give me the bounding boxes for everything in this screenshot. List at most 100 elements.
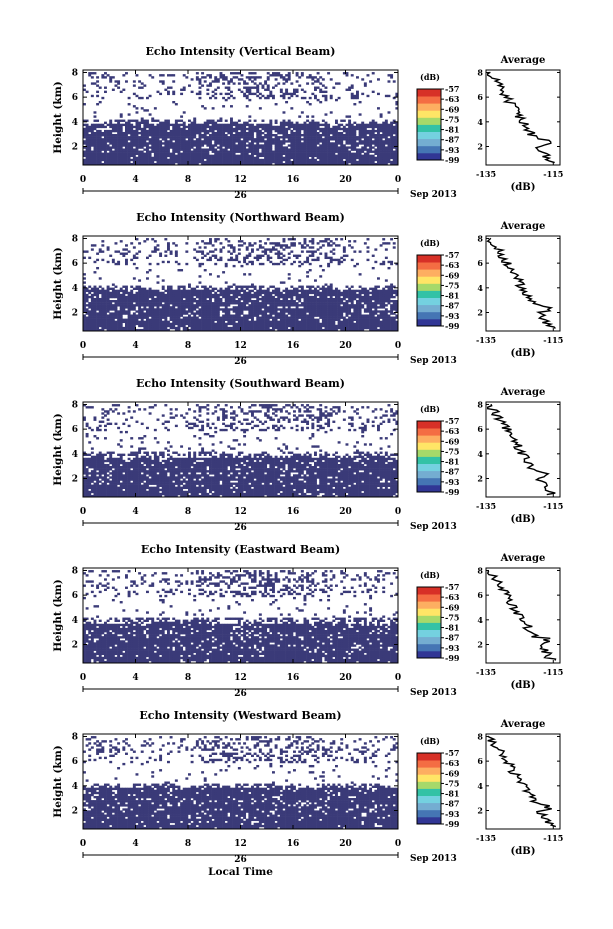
echo-cell: [135, 300, 139, 303]
echo-cell: [264, 324, 268, 328]
echo-cell: [193, 316, 197, 319]
echo-cell: [387, 80, 391, 83]
echo-cell: [300, 316, 304, 319]
echo-cell: [203, 162, 207, 166]
echo-cell: [130, 328, 134, 332]
echo-cell: [138, 86, 142, 89]
echo-cell: [279, 152, 283, 155]
echo-cell: [122, 289, 126, 293]
echo-cell: [274, 244, 278, 247]
echo-cell: [232, 162, 236, 166]
echo-cell: [295, 310, 299, 313]
echo-cell: [295, 326, 299, 330]
echo-cell: [314, 158, 317, 162]
echo-cell: [195, 76, 199, 79]
echo-cell: [125, 285, 128, 288]
echo-cell: [306, 250, 310, 253]
echo-cell: [232, 152, 236, 155]
echo-cell: [245, 297, 249, 301]
echo-cell: [90, 300, 94, 303]
echo-cell: [277, 129, 281, 133]
echo-cell: [269, 162, 273, 166]
echo-cell: [230, 285, 233, 288]
echo-cell: [169, 291, 173, 295]
echo-cell: [384, 150, 388, 153]
echo-cell: [272, 154, 275, 158]
echo-cell: [277, 293, 281, 297]
echo-cell: [83, 289, 86, 293]
echo-cell: [384, 140, 388, 143]
echo-cell: [314, 293, 317, 297]
echo-cell: [130, 300, 134, 303]
echo-cell: [148, 154, 152, 158]
echo-cell: [101, 154, 105, 158]
echo-cell: [321, 320, 325, 324]
echo-cell: [293, 242, 296, 245]
echo-cell: [182, 291, 186, 295]
echo-cell: [371, 134, 375, 137]
echo-cell: [353, 154, 357, 158]
echo-cell: [209, 293, 212, 297]
echo-cell: [350, 146, 354, 149]
echo-cell: [122, 150, 126, 153]
echo-cell: [248, 119, 252, 122]
echo-cell: [272, 295, 275, 299]
echo-cell: [251, 144, 254, 147]
echo-cell: [198, 125, 202, 129]
echo-cell: [237, 88, 241, 91]
echo-cell: [237, 285, 241, 288]
echo-cell: [130, 293, 134, 297]
echo-cell: [248, 295, 252, 299]
echo-cell: [206, 287, 210, 290]
echo-cell: [161, 324, 165, 328]
echo-cell: [127, 103, 131, 106]
echo-cell: [127, 96, 131, 100]
echo-cell: [206, 308, 210, 311]
echo-cell: [329, 111, 333, 114]
echo-cell: [140, 314, 144, 317]
echo-cell: [180, 152, 184, 155]
echo-cell: [127, 308, 131, 311]
echo-cell: [253, 160, 257, 164]
echo-cell: [269, 250, 273, 253]
echo-cell: [88, 129, 92, 133]
echo-cell: [119, 142, 123, 145]
echo-cell: [111, 312, 115, 315]
echo-cell: [258, 291, 262, 295]
echo-intensity-field: [83, 238, 399, 332]
echo-cell: [146, 129, 149, 133]
echo-cell: [143, 121, 147, 124]
echo-cell: [306, 160, 310, 164]
echo-cell: [98, 138, 102, 141]
echo-cell: [195, 258, 199, 262]
echo-cell: [138, 144, 142, 147]
echo-cell: [127, 320, 131, 324]
echo-cell: [332, 152, 336, 155]
echo-cell: [211, 150, 215, 153]
echo-cell: [164, 304, 168, 307]
echo-cell: [90, 297, 94, 301]
echo-cell: [345, 129, 349, 133]
echo-cell: [148, 134, 152, 137]
echo-cell: [308, 291, 312, 295]
echo-cell: [227, 297, 231, 301]
echo-cell: [161, 123, 165, 127]
echo-cell: [195, 148, 199, 151]
echo-cell: [188, 148, 191, 151]
echo-cell: [314, 304, 317, 307]
echo-cell: [182, 152, 186, 155]
echo-cell: [127, 152, 131, 155]
echo-cell: [261, 316, 265, 319]
echo-cell: [264, 82, 268, 85]
echo-cell: [279, 123, 283, 127]
echo-cell: [143, 152, 147, 155]
echo-cell: [83, 158, 86, 162]
echo-cell: [232, 76, 236, 79]
echo-cell: [164, 138, 168, 141]
echo-cell: [293, 260, 296, 264]
echo-cell: [272, 156, 275, 160]
echo-cell: [180, 289, 184, 293]
echo-cell: [264, 326, 268, 330]
echo-cell: [201, 84, 205, 87]
